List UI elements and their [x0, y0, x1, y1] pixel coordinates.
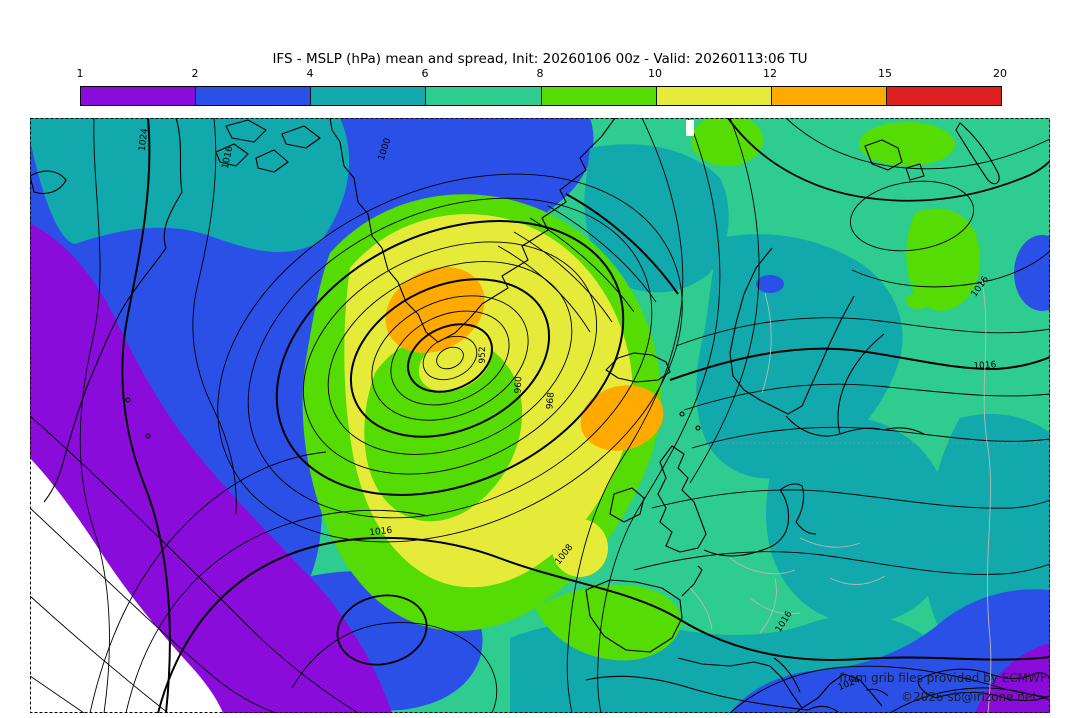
colorbar: [80, 86, 1002, 106]
isobar-label: 952: [478, 346, 488, 363]
attribution: from grib files provided by ECMWF ©2026 …: [839, 671, 1047, 704]
spread-region-green-barents-2: [859, 122, 955, 166]
spread-region-teal-iceland-north: [584, 144, 729, 293]
colorbar-tick-10: 10: [648, 67, 662, 80]
attribution-source: from grib files provided by ECMWF: [839, 671, 1047, 685]
colorbar-segment-10-12: [656, 87, 772, 105]
attribution-copyright: ©2026 sb@irizone.net: [901, 690, 1037, 704]
spread-region-teal-baltic: [766, 414, 952, 624]
colorbar-tick-12: 12: [763, 67, 777, 80]
colorbar-segment-8-10: [541, 87, 657, 105]
spread-region-green-small: [906, 293, 930, 309]
colorbar-segment-6-8: [426, 87, 542, 105]
isobar-label: 1016: [973, 360, 997, 372]
spread-region-white-corner: [30, 458, 223, 713]
colorbar-tick-4: 4: [306, 67, 314, 80]
isobar-label: 1024: [138, 128, 151, 152]
isobar-label: 1016: [369, 526, 393, 538]
spread-region-green-barents-1: [691, 118, 763, 166]
artifact-strip: [686, 120, 694, 136]
colorbar-segment-4-6: [311, 87, 427, 105]
coastlines: [30, 118, 1050, 713]
isobar-label: 960: [514, 376, 525, 394]
country-borders: [689, 279, 992, 713]
spread-region-orange-nw: [385, 267, 485, 353]
colorbar-segment-15-20: [886, 87, 1001, 105]
spread-region-blue-norway: [756, 275, 784, 293]
chart-title: IFS - MSLP (hPa) mean and spread, Init: …: [272, 51, 808, 67]
spread-fill-regions: [30, 118, 1050, 713]
spread-region-green-core: [364, 335, 523, 522]
spread-region-orange-se: [580, 385, 664, 451]
colorbar-segment-1-2: [81, 87, 197, 105]
colorbar-tick-1: 1: [76, 67, 84, 80]
spread-region-blue-east-edge: [1014, 235, 1050, 311]
colorbar-tick-2: 2: [191, 67, 199, 80]
colorbar-tick-20: 20: [993, 67, 1007, 80]
colorbar-segment-12-15: [771, 87, 887, 105]
map-frame-border: [30, 118, 1050, 713]
colorbar-tick-15: 15: [878, 67, 892, 80]
isobar-label: 1016: [221, 145, 236, 170]
colorbar-tick-6: 6: [421, 67, 429, 80]
spread-region-purple-se-corner: [975, 643, 1050, 713]
colorbar-segment-2-4: [196, 87, 312, 105]
spread-region-green-iberia: [535, 584, 681, 661]
spread-region-yellow-biscay: [552, 519, 608, 577]
isobar-label: 968: [545, 392, 556, 410]
spread-region-blue-top: [503, 118, 567, 146]
spread-region-blue-mediterranean: [730, 589, 1050, 713]
colorbar-tick-8: 8: [536, 67, 544, 80]
